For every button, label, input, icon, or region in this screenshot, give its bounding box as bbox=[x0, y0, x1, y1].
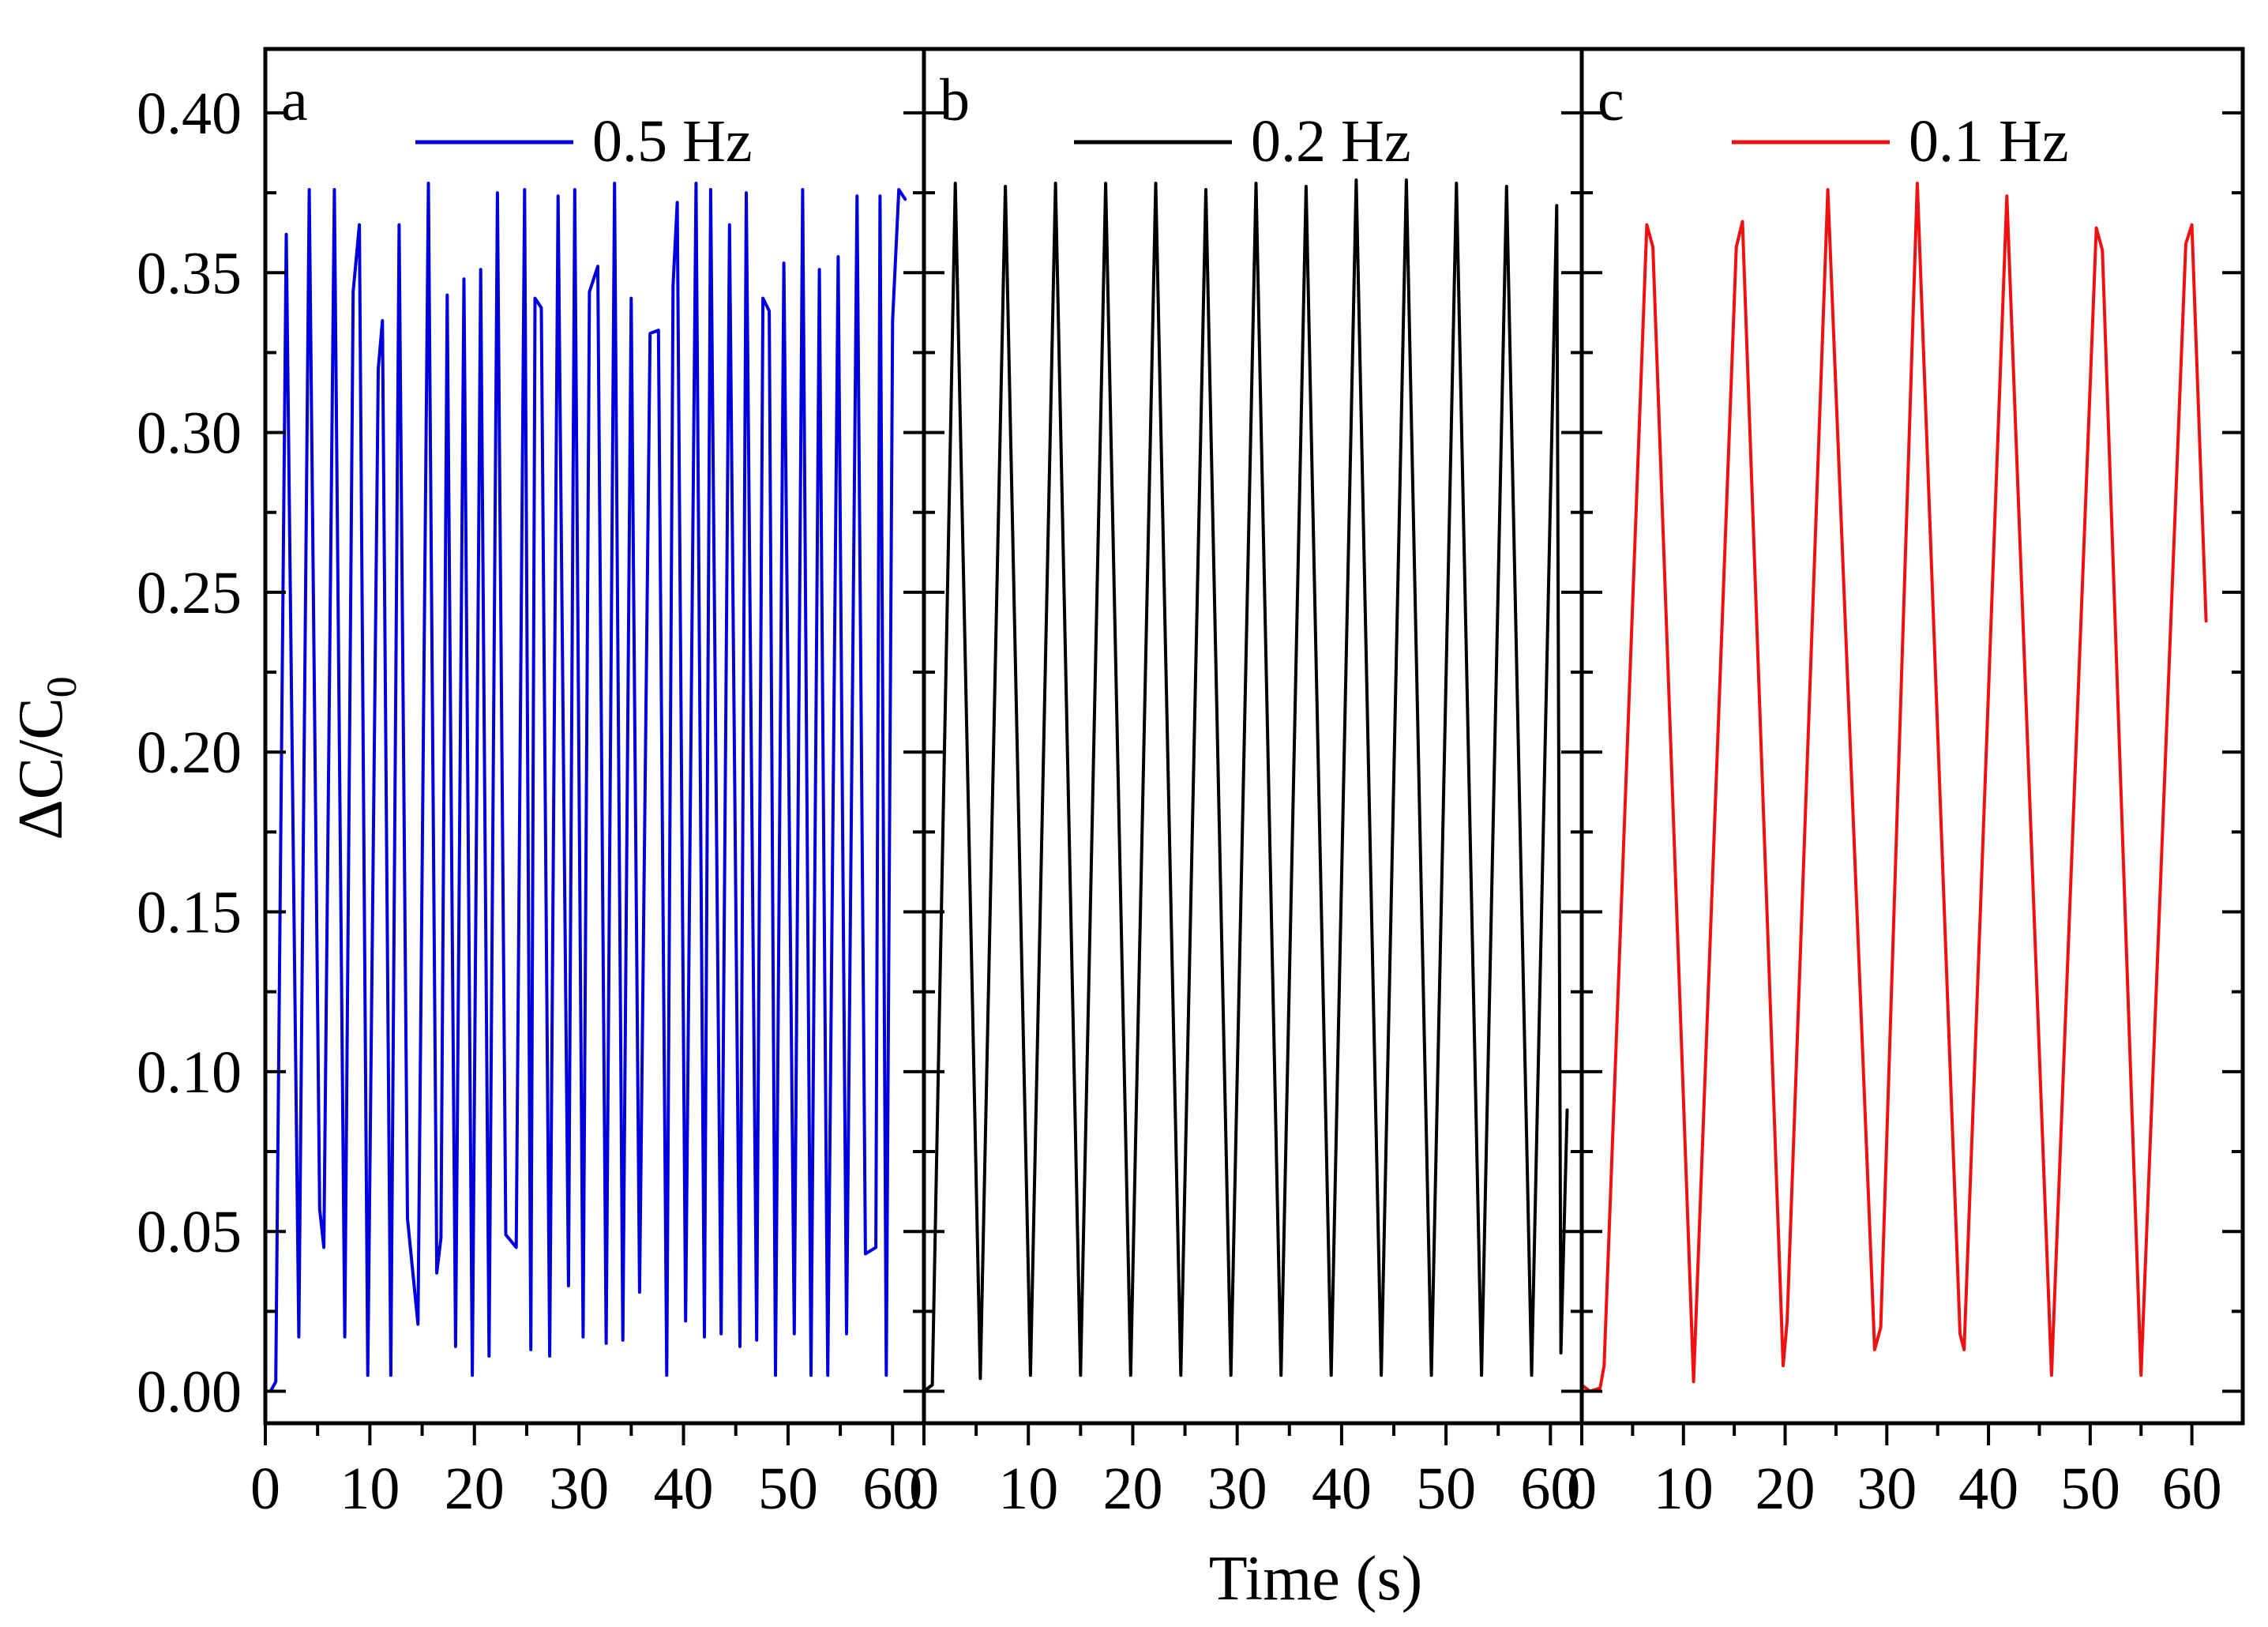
plot-frame-b bbox=[922, 47, 1584, 1426]
y-axis-title-subscript: 0 bbox=[38, 676, 85, 697]
plot-frame-c bbox=[1579, 47, 2245, 1426]
x-tick-label-b-0: 0 bbox=[909, 1456, 939, 1522]
y-tick-label-0: 0.00 bbox=[137, 1359, 242, 1426]
x-tick-label-c-4: 40 bbox=[1958, 1456, 2018, 1522]
x-tick-label-b-4: 40 bbox=[1312, 1456, 1372, 1522]
x-tick-label-b-1: 10 bbox=[998, 1456, 1058, 1522]
x-tick-label-b-3: 30 bbox=[1207, 1456, 1267, 1522]
legend-label-a: 0.5 Hz bbox=[592, 108, 753, 175]
y-tick-label-5: 0.25 bbox=[137, 560, 242, 626]
series-line-a-0 bbox=[264, 182, 907, 1393]
x-tick-label-b-2: 20 bbox=[1102, 1456, 1162, 1522]
panel-a: 0.00 0.05 0.10 0.15 0.20 0.25 0.30 0.35 0.40 0 10 2… bbox=[137, 47, 926, 1522]
y-tick-label-8: 0.40 bbox=[137, 81, 242, 147]
x-tick-label-b-6: 60 bbox=[1520, 1456, 1580, 1522]
x-axis-title: Time (s) bbox=[1209, 1544, 1422, 1614]
x-tick-label-a-1: 10 bbox=[340, 1456, 400, 1522]
y-axis-title-main: ΔC/C bbox=[6, 697, 76, 840]
panel-c: 0 10 20 30 40 50 60 c 0.1 Hz bbox=[1567, 47, 2245, 1522]
x-tick-label-a-4: 40 bbox=[654, 1456, 714, 1522]
x-tick-label-c-3: 30 bbox=[1857, 1456, 1917, 1522]
x-tick-label-c-5: 50 bbox=[2060, 1456, 2120, 1522]
panel-label-c: c bbox=[1598, 67, 1624, 133]
x-tick-label-a-0: 0 bbox=[250, 1456, 280, 1522]
y-tick-label-3: 0.15 bbox=[137, 880, 242, 946]
panel-label-b: b bbox=[940, 67, 970, 133]
y-tick-label-6: 0.30 bbox=[137, 400, 242, 467]
x-tick-label-a-6: 60 bbox=[862, 1456, 922, 1522]
y-axis-title: ΔC/C0 bbox=[6, 676, 85, 840]
panel-label-a: a bbox=[281, 67, 308, 133]
x-tick-label-c-6: 60 bbox=[2162, 1456, 2222, 1522]
series-line-b-0 bbox=[922, 178, 1569, 1393]
y-tick-label-2: 0.10 bbox=[137, 1039, 242, 1106]
x-tick-label-c-2: 20 bbox=[1755, 1456, 1816, 1522]
x-tick-label-c-1: 10 bbox=[1654, 1456, 1714, 1522]
x-tick-label-a-5: 50 bbox=[758, 1456, 818, 1522]
x-tick-label-b-5: 50 bbox=[1416, 1456, 1476, 1522]
y-tick-label-7: 0.35 bbox=[137, 240, 242, 306]
panel-b: 0 10 20 30 40 50 60 b 0.2 Hz bbox=[909, 47, 1584, 1522]
y-tick-label-1: 0.05 bbox=[137, 1199, 242, 1265]
x-tick-label-a-3: 30 bbox=[549, 1456, 609, 1522]
chart-panels: 0.00 0.05 0.10 0.15 0.20 0.25 0.30 0.35 0.40 0 10 2… bbox=[137, 47, 2245, 1522]
legend-label-b: 0.2 Hz bbox=[1251, 108, 1411, 175]
x-tick-label-c-0: 0 bbox=[1567, 1456, 1597, 1522]
x-tick-label-a-2: 20 bbox=[445, 1456, 505, 1522]
series-line-c-0 bbox=[1580, 182, 2208, 1393]
y-tick-label-4: 0.20 bbox=[137, 720, 242, 786]
legend-label-c: 0.1 Hz bbox=[1909, 108, 2069, 175]
